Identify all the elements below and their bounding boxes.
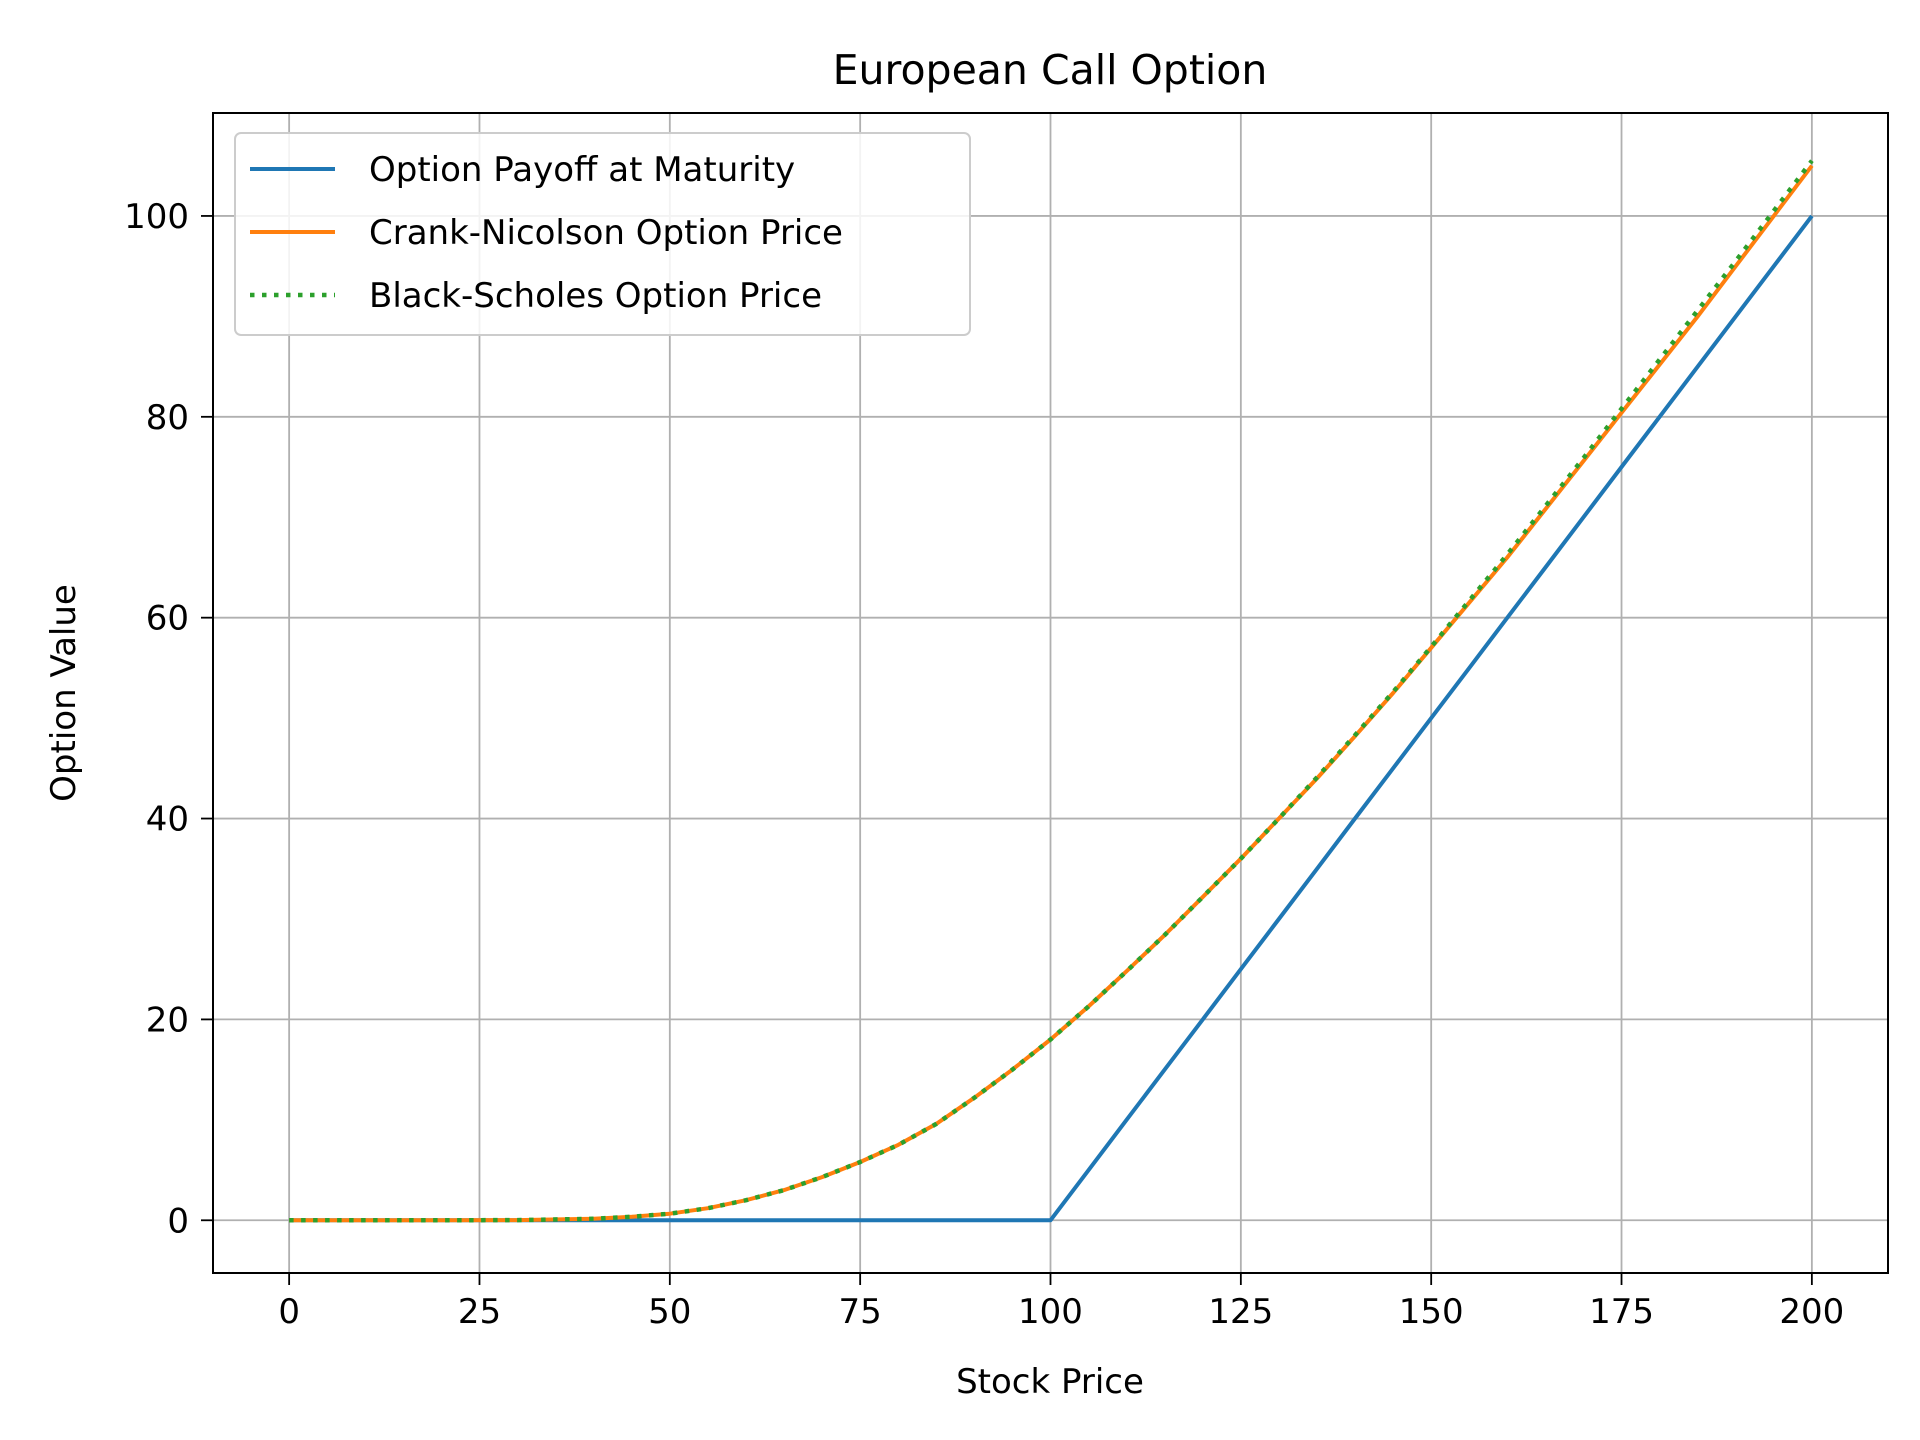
y-tick-label: 40 (146, 800, 189, 840)
legend-box (234, 132, 971, 336)
x-tick-label: 25 (458, 1292, 501, 1332)
axis-ticks: 0 25 50 75 100 125 150 175 200 0 20 40 60 80 100 (124, 197, 1844, 1332)
x-axis-label: Stock Price (956, 1362, 1144, 1402)
y-tick-label: 0 (167, 1201, 189, 1241)
x-tick-label: 175 (1589, 1292, 1654, 1332)
series-black-scholes-line (289, 159, 1814, 1223)
legend-label-black-scholes: Black-Scholes Option Price (369, 276, 822, 316)
x-tick-label: 200 (1779, 1292, 1844, 1332)
y-tick-label: 20 (146, 1000, 189, 1040)
x-tick-label: 0 (278, 1292, 300, 1332)
chart-title: European Call Option (833, 46, 1268, 94)
x-tick-label: 75 (839, 1292, 882, 1332)
x-tick-label: 100 (1018, 1292, 1083, 1332)
y-tick-label: 60 (146, 599, 189, 639)
x-tick-label: 50 (648, 1292, 691, 1332)
y-tick-label: 80 (146, 398, 189, 438)
y-tick-label: 100 (124, 197, 189, 237)
x-tick-label: 150 (1399, 1292, 1464, 1332)
series-payoff-line (289, 214, 1814, 1223)
series-lines (289, 159, 1814, 1223)
x-tick-label: 125 (1208, 1292, 1273, 1332)
grid (213, 113, 1888, 1273)
y-axis-label: Option Value (44, 584, 84, 802)
legend-label-payoff: Option Payoff at Maturity (369, 150, 795, 190)
legend: Option Payoff at Maturity Crank-Nicolson… (234, 132, 971, 336)
series-crank-nicolson-line (289, 164, 1814, 1223)
legend-label-crank-nicolson: Crank-Nicolson Option Price (369, 213, 843, 253)
